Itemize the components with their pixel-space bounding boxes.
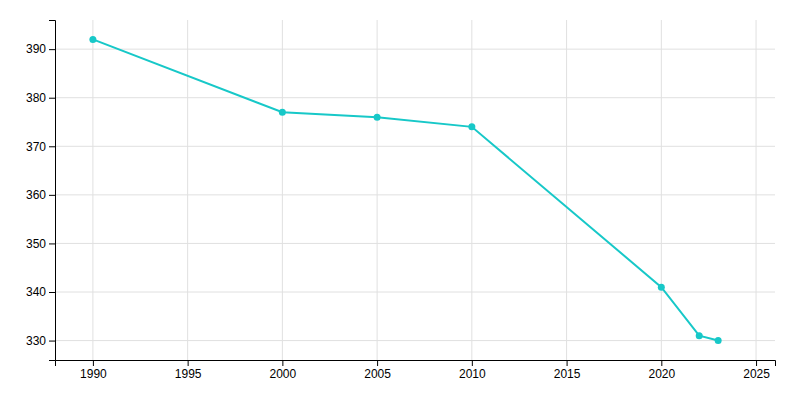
grid-line (282, 20, 283, 360)
plot: 1990 1995 2000 2005 2010 2015 2020 2025 330 340 35… (26, 20, 776, 381)
grid-line (55, 194, 775, 195)
tick: 2025 (743, 360, 770, 381)
point (715, 337, 722, 344)
point (374, 114, 381, 121)
tick: 1995 (175, 360, 202, 381)
tick: 390 (26, 42, 55, 56)
point (89, 36, 96, 43)
tick-mark (49, 341, 55, 342)
tick-label: 370 (26, 140, 46, 154)
tick: 370 (26, 140, 55, 154)
tick-label: 1990 (80, 367, 107, 381)
tick: 340 (26, 285, 55, 299)
y-axis: 330 340 350 360 370 380 390 (26, 21, 56, 361)
line (93, 39, 718, 340)
tick-label: 330 (26, 334, 46, 348)
tick-mark (472, 360, 473, 366)
tick: 350 (26, 237, 55, 251)
tick-label: 360 (26, 188, 46, 202)
tick-label: 2020 (648, 367, 675, 381)
axis-line (49, 21, 56, 361)
grid-line (55, 49, 775, 50)
tick-mark (49, 195, 55, 196)
point (279, 109, 286, 116)
point (658, 284, 665, 291)
tick-label: 2000 (270, 367, 297, 381)
tick-label: 340 (26, 285, 46, 299)
tick: 380 (26, 91, 55, 105)
tick: 1990 (80, 360, 107, 381)
tick: 360 (26, 188, 55, 202)
grid-line (471, 20, 472, 360)
point (468, 123, 475, 130)
tick-label: 1995 (175, 367, 202, 381)
tick-mark (661, 360, 662, 366)
tick: 2010 (459, 360, 486, 381)
grid-line (55, 292, 775, 293)
tick-mark (49, 243, 55, 244)
tick-label: 390 (26, 42, 46, 56)
tick-mark (49, 292, 55, 293)
grid-line (92, 20, 93, 360)
tick: 2015 (554, 360, 581, 381)
tick-label: 350 (26, 237, 46, 251)
tick-mark (567, 360, 568, 366)
tick-mark (377, 360, 378, 366)
grid-line (377, 20, 378, 360)
point (696, 332, 703, 339)
tick-label: 2010 (459, 367, 486, 381)
grid-line (55, 146, 775, 147)
x-axis: 1990 1995 2000 2005 2010 2015 2020 2025 (56, 360, 776, 381)
grid-line (756, 20, 757, 360)
tick-mark (49, 98, 55, 99)
tick: 330 (26, 334, 55, 348)
axis-line (56, 361, 776, 367)
tick: 2005 (364, 360, 391, 381)
grid-line (187, 20, 188, 360)
grid-line (661, 20, 662, 360)
grid-line (55, 340, 775, 341)
tick-label: 2015 (554, 367, 581, 381)
tick-mark (49, 49, 55, 50)
tick-label: 380 (26, 91, 46, 105)
series (89, 36, 721, 344)
grid-line (55, 243, 775, 244)
tick: 2020 (648, 360, 675, 381)
grid-line (55, 97, 775, 98)
tick-mark (282, 360, 283, 366)
tick: 2000 (270, 360, 297, 381)
tick-mark (756, 360, 757, 366)
tick-mark (188, 360, 189, 366)
tick-mark (49, 146, 55, 147)
tick-mark (93, 360, 94, 366)
tick-label: 2005 (364, 367, 391, 381)
chart: 1990 1995 2000 2005 2010 2015 2020 2025 330 340 35… (0, 0, 800, 400)
grid (55, 20, 775, 360)
grid-line (566, 20, 567, 360)
tick-label: 2025 (743, 367, 770, 381)
